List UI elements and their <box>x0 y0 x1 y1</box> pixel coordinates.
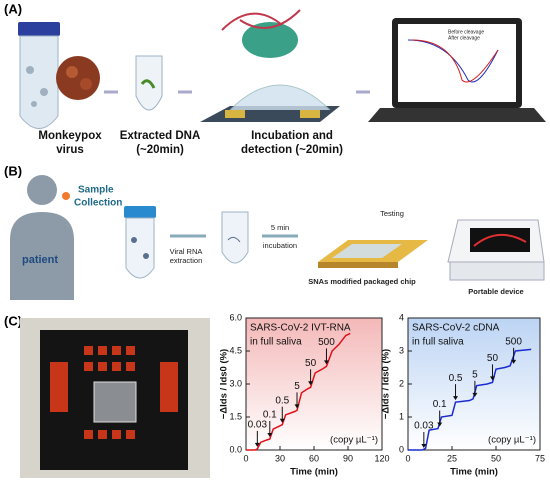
portable-device <box>447 219 545 281</box>
y-axis-label: −ΔIds / Ids0 (%) <box>381 349 392 419</box>
laptop-legend: Before cleavage <box>448 29 484 35</box>
x-axis-label: Time (min) <box>290 467 338 478</box>
plot-background <box>408 318 540 450</box>
annotation-arrowhead <box>489 376 495 381</box>
annotation-label: 0.5 <box>449 373 463 384</box>
laptop-legend: After cleavage <box>448 35 480 41</box>
x-tick-label: 120 <box>374 453 389 463</box>
step-label: Testing <box>380 209 404 218</box>
panel-label: (A) <box>4 1 22 16</box>
step-label: Incubation and <box>251 130 333 142</box>
y-tick-label: 1.5 <box>229 411 242 421</box>
x-tick-label: 60 <box>309 453 319 463</box>
patient-label: patient <box>22 254 58 266</box>
chip-photo <box>20 318 210 478</box>
annotation-arrowhead <box>254 442 260 447</box>
annotation-arrowhead <box>267 433 273 437</box>
step-label: Extracted DNA <box>120 130 201 142</box>
annotation-label: 0.5 <box>275 395 289 406</box>
packaged-chip <box>318 240 428 268</box>
y-tick-label: 3 <box>399 345 404 355</box>
chart-subtitle: in full saliva <box>250 337 302 348</box>
annotation-arrowhead <box>279 418 285 423</box>
x-tick-label: 0 <box>243 453 248 463</box>
panel-label: (C) <box>4 313 22 328</box>
data-line <box>408 348 532 451</box>
annotation-arrowhead <box>472 392 478 397</box>
y-tick-label: 1 <box>399 411 404 421</box>
step-label: Portable device <box>468 287 523 296</box>
virus-tube <box>18 22 100 129</box>
unit-note: (copy µL⁻¹) <box>488 435 536 446</box>
y-tick-label: 4.5 <box>229 345 242 355</box>
annotation-arrowhead <box>308 381 314 386</box>
step-label: 5 min <box>271 223 289 232</box>
x-tick-label: 0 <box>405 453 410 463</box>
y-tick-label: 2 <box>399 378 404 388</box>
annotation-label: 0.03 <box>414 421 434 432</box>
annotation-label: 0.1 <box>433 399 447 410</box>
step-label: Monkeypox <box>38 130 102 142</box>
sensor-chip <box>200 9 340 122</box>
chart-title: SARS-CoV-2 cDNA <box>412 323 500 334</box>
sample-label: Sample <box>78 185 114 196</box>
rna-tube <box>221 211 249 264</box>
y-tick-label: 4 <box>399 312 404 322</box>
x-axis-label: Time (min) <box>450 467 498 478</box>
step-label: SNAs modified packaged chip <box>308 277 416 286</box>
annotation-arrowhead <box>511 359 517 364</box>
annotation-label: 500 <box>318 337 335 348</box>
step-label: detection (~20min) <box>241 144 343 156</box>
dna-tube <box>135 55 163 111</box>
chart-subtitle: in full saliva <box>412 337 464 348</box>
step-label: (~20min) <box>136 144 184 156</box>
annotation-label: 0.03 <box>248 420 268 431</box>
annotation-label: 5 <box>472 369 478 380</box>
annotation-label: 50 <box>305 358 317 369</box>
laptop: Before cleavage After cleavage <box>368 18 546 122</box>
y-axis-label: −ΔIds / Ids0 (%) <box>219 349 230 419</box>
x-tick-label: 50 <box>491 453 501 463</box>
annotation-label: 0.1 <box>263 410 277 421</box>
y-tick-label: 0 <box>399 444 404 454</box>
y-tick-label: 0.0 <box>229 444 242 454</box>
y-tick-label: 3.0 <box>229 378 242 388</box>
patient-silhouette <box>10 175 74 300</box>
sample-tube <box>124 206 156 279</box>
data-line <box>246 332 351 451</box>
chart-title: SARS-CoV-2 IVT-RNA <box>250 323 351 334</box>
x-tick-label: 30 <box>275 453 285 463</box>
annotation-label: 50 <box>487 353 499 364</box>
annotation-arrowhead <box>453 396 459 401</box>
y-tick-label: 6.0 <box>229 312 242 322</box>
x-tick-label: 90 <box>343 453 353 463</box>
annotation-arrowhead <box>421 444 427 448</box>
plot-background <box>246 318 382 450</box>
step-label: Viral RNA <box>170 247 203 256</box>
unit-note: (copy µL⁻¹) <box>330 435 378 446</box>
step-label: extraction <box>170 256 203 265</box>
x-tick-label: 75 <box>535 453 545 463</box>
annotation-label: 5 <box>294 381 300 392</box>
annotation-arrowhead <box>294 404 300 409</box>
step-label: virus <box>56 144 84 156</box>
annotation-arrowhead <box>437 422 443 427</box>
x-tick-label: 25 <box>447 453 457 463</box>
annotation-label: 500 <box>505 336 522 347</box>
sample-label: Collection <box>74 198 122 209</box>
annotation-arrowhead <box>323 360 329 365</box>
step-label: incubation <box>263 241 297 250</box>
panel-label: (B) <box>4 163 22 178</box>
